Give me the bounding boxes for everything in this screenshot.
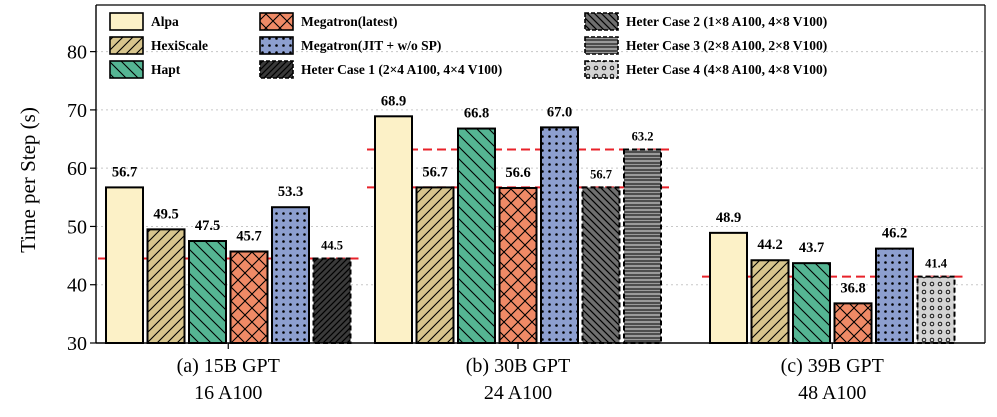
data-label: 41.4	[925, 257, 948, 271]
legend-swatch-outline	[109, 36, 144, 55]
legend-swatch	[110, 13, 143, 30]
bar-hatch	[624, 149, 661, 343]
legend-swatch-outline	[259, 36, 294, 55]
legend-label: Megatron(latest)	[301, 14, 397, 29]
category-sublabel: 16 A100	[194, 382, 262, 404]
bar-hatch	[834, 303, 872, 343]
legend-label: HexiScale	[151, 38, 208, 53]
y-tick-label: 70	[67, 100, 87, 122]
y-tick-label: 50	[67, 216, 87, 238]
data-label: 45.7	[236, 229, 261, 245]
legend-swatch-hatch	[110, 61, 143, 78]
bar-hatch	[416, 187, 454, 343]
category-label: (c) 39B GPT	[781, 355, 884, 377]
data-label: 56.7	[422, 164, 447, 180]
data-labels: 56.7 49.5 47.5 45.7 53.3 44.5 68.9 56.7 66.8 56.6…	[112, 93, 948, 296]
bar	[106, 187, 143, 343]
data-label: 36.8	[840, 280, 865, 296]
bar-hatch	[458, 128, 495, 343]
y-axis-label: Time per Step (s)	[16, 107, 40, 253]
bar-hatch	[876, 248, 913, 343]
bar-hatch	[230, 251, 268, 343]
data-label: 53.3	[278, 184, 303, 200]
bar	[375, 116, 412, 343]
legend-item: HexiScale	[109, 36, 208, 55]
data-label: 67.0	[547, 104, 572, 120]
data-label: 56.7	[112, 164, 137, 180]
data-label: 48.9	[716, 210, 741, 226]
category-label: (b) 30B GPT	[466, 355, 570, 377]
bars	[105, 115, 956, 345]
category-label: (a) 15B GPT	[177, 355, 280, 377]
legend: Alpa HexiScale Hapt Megatron(latest) Megatro…	[109, 12, 827, 79]
data-label: 47.5	[195, 218, 220, 234]
y-tick-label: 30	[67, 333, 87, 355]
legend-swatch-hatch	[110, 37, 143, 54]
legend-label: Heter Case 3 (2×8 A100, 2×8 V100)	[626, 38, 827, 53]
category-sublabel: 24 A100	[484, 382, 552, 404]
legend-swatch-hatch	[585, 37, 618, 54]
bar-hatch	[313, 258, 351, 343]
bar-hatch	[582, 187, 620, 343]
bar-hatch	[541, 127, 578, 344]
y-tick-label: 60	[67, 158, 87, 180]
legend-swatch-hatch	[585, 61, 618, 78]
legend-item: Heter Case 1 (2×4 A100, 4×4 V100)	[259, 60, 502, 79]
legend-swatch-hatch	[260, 37, 293, 54]
legend-item: Alpa	[109, 12, 179, 31]
data-label: 49.5	[153, 206, 178, 222]
axes: 30 40 50 60 70 80 Time per Step (s) (a) 15B GPT…	[16, 4, 986, 404]
legend-item: Megatron(JIT + w/o SP)	[259, 36, 441, 55]
bar-hatch	[751, 260, 789, 343]
legend-label: Heter Case 4 (4×8 A100, 4×8 V100)	[626, 62, 827, 77]
bar-hatch	[189, 241, 226, 343]
data-label: 63.2	[632, 130, 654, 144]
legend-swatch-hatch	[585, 13, 618, 30]
legend-item: Hapt	[109, 60, 181, 79]
category-sublabel: 48 A100	[798, 382, 866, 404]
data-label: 56.6	[505, 165, 530, 181]
legend-swatch-outline	[584, 36, 619, 55]
data-label: 68.9	[381, 93, 406, 109]
legend-item: Megatron(latest)	[259, 12, 397, 31]
y-tick-label: 40	[67, 275, 87, 297]
legend-label: Alpa	[151, 14, 179, 29]
bar-hatch	[793, 263, 830, 343]
legend-swatch-outline	[584, 60, 619, 79]
legend-swatch-hatch	[260, 61, 293, 78]
legend-swatch-hatch	[260, 13, 293, 30]
bar-hatch	[272, 207, 309, 343]
data-label: 44.2	[757, 237, 782, 253]
legend-label: Heter Case 2 (1×8 A100, 4×8 V100)	[626, 14, 827, 29]
legend-swatch-outline	[584, 12, 619, 31]
data-label: 43.7	[799, 240, 824, 256]
legend-item: Heter Case 2 (1×8 A100, 4×8 V100)	[584, 12, 827, 31]
legend-label: Megatron(JIT + w/o SP)	[301, 38, 441, 53]
legend-label: Heter Case 1 (2×4 A100, 4×4 V100)	[301, 62, 502, 77]
legend-swatch-outline	[109, 12, 144, 31]
bar-hatch	[499, 187, 537, 343]
data-label: 44.5	[321, 239, 343, 253]
data-label: 46.2	[882, 226, 907, 242]
legend-label: Hapt	[151, 62, 181, 77]
bar	[710, 232, 747, 343]
legend-item: Heter Case 3 (2×8 A100, 2×8 V100)	[584, 36, 827, 55]
bar-hatch	[147, 229, 185, 343]
bar-hatch	[917, 276, 955, 343]
data-label: 56.7	[590, 167, 612, 181]
legend-swatch-outline	[259, 60, 294, 79]
legend-item: Heter Case 4 (4×8 A100, 4×8 V100)	[584, 60, 827, 79]
data-label: 66.8	[464, 106, 489, 122]
grid-lines	[96, 51, 985, 286]
legend-swatch-outline	[109, 60, 144, 79]
y-tick-label: 80	[67, 42, 87, 64]
legend-swatch-outline	[259, 12, 294, 31]
